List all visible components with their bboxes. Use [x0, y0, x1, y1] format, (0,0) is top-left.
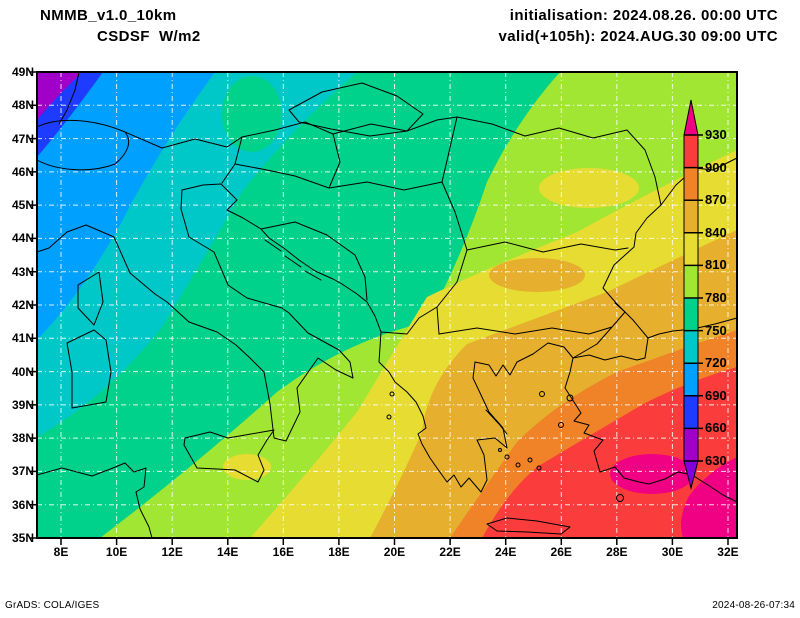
coastline-crete — [486, 517, 571, 535]
lon-tick-label: 24E — [494, 545, 517, 559]
colorbar-tick-label: 840 — [705, 224, 727, 240]
lon-tick-label: 30E — [661, 545, 684, 559]
grid-lines — [37, 72, 737, 538]
aegean-islands — [386, 391, 624, 502]
lat-tick-label: 35N — [11, 531, 34, 545]
colorbar-seg — [684, 428, 698, 461]
lat-ticks — [30, 71, 37, 539]
border-hungary-south — [234, 133, 443, 191]
band-900-930 — [482, 367, 737, 538]
patch-tan-danube — [489, 258, 585, 292]
lon-ticks — [60, 538, 729, 545]
colorbar-seg — [684, 330, 698, 364]
coastline-corsica — [77, 271, 104, 326]
init-time: initialisation: 2024.08.26. 00:00 UTC — [509, 7, 778, 24]
colorbar-seg — [684, 363, 698, 396]
variable-title: CSDSF W/m2 — [97, 28, 201, 45]
lon-tick-label: 28E — [606, 545, 628, 559]
lon-tick-label: 32E — [717, 545, 739, 559]
patch-emerald-north — [222, 76, 282, 152]
coastline-sicily — [183, 429, 275, 483]
lat-tick-label: 49N — [11, 65, 34, 79]
border-france-germany — [58, 71, 80, 125]
lat-tick-label: 47N — [11, 131, 34, 146]
border-austria-hungary — [241, 116, 458, 138]
lon-tick-label: 20E — [383, 545, 406, 559]
border-serbia-bulgaria — [441, 181, 629, 253]
colorbar-tick-label: 870 — [705, 192, 727, 208]
border-romania — [441, 116, 662, 206]
colorbar-tick-label: 930 — [705, 127, 727, 142]
colorbar-tick-label: 690 — [705, 387, 727, 403]
lat-tick-label: 42N — [11, 298, 34, 312]
lat-tick-label: 45N — [11, 198, 34, 213]
colorbar-seg — [684, 395, 698, 429]
model-title: NMMB_v1.0_10km — [40, 7, 177, 24]
band-above-930-blob — [610, 454, 694, 494]
lat-tick-label: 38N — [11, 431, 34, 446]
lon-tick-label: 12E — [161, 545, 183, 559]
colorbar-ticks — [684, 134, 703, 462]
country-borders — [36, 71, 662, 359]
border-czech — [288, 82, 424, 137]
valid-time: valid(+105h): 2024.AUG.30 09:00 UTC — [498, 28, 778, 45]
lat-tick-label: 41N — [11, 331, 34, 346]
coastline-north-africa — [36, 462, 153, 539]
lon-tick-label: 26E — [550, 545, 572, 559]
colorbar-tick-label: 780 — [705, 290, 727, 305]
lon-tick-label: 14E — [217, 545, 239, 559]
coastline-italy — [36, 183, 354, 442]
coastline-sardinia — [66, 329, 112, 409]
colorbar-seg — [684, 298, 698, 331]
map-frame — [36, 71, 738, 539]
lat-tick-label: 43N — [11, 264, 34, 279]
lat-tick-label: 39N — [11, 397, 34, 412]
colorbar-seg — [684, 232, 698, 266]
coastline-balkan-greece — [220, 183, 574, 493]
lon-tick-label: 16E — [272, 545, 295, 559]
patch-yellow-romania — [539, 168, 639, 208]
border-greece-north — [380, 249, 626, 359]
colorbar-seg — [684, 135, 698, 168]
colorbar-arrow-bottom — [684, 461, 698, 488]
lat-tick-label: 36N — [11, 497, 34, 512]
colorbar-seg — [684, 265, 698, 298]
colorbar-tick-label: 810 — [705, 257, 727, 273]
border-switzerland — [36, 119, 130, 171]
coastline-adriatic-islands — [264, 239, 508, 435]
colorbar-tick-label: 900 — [705, 159, 727, 175]
lon-tick-label: 18E — [328, 545, 350, 559]
creation-timestamp: 2024-08-26-07:34 — [712, 600, 795, 611]
colorbar-tick-label: 750 — [705, 322, 727, 338]
colorbar — [683, 99, 703, 490]
lat-tick-label: 40N — [11, 364, 34, 379]
colorbar-seg — [684, 167, 698, 201]
colorbar-tick-label: 720 — [705, 355, 727, 371]
lat-tick-label: 46N — [11, 164, 34, 179]
patch-yellow-sicily — [223, 454, 271, 480]
colorbar-tick-label: 630 — [705, 453, 727, 468]
lat-tick-label: 37N — [11, 464, 34, 479]
colorbar-arrow-top — [684, 100, 698, 135]
lon-tick-label: 8E — [53, 545, 69, 559]
lat-tick-label: 44N — [11, 231, 34, 246]
map-area — [30, 71, 738, 545]
lat-tick-label: 48N — [11, 98, 34, 113]
border-bosnia — [260, 221, 368, 301]
colorbar-seg — [684, 200, 698, 233]
lon-tick-label: 22E — [439, 545, 461, 559]
grads-credit: GrADS: COLA/IGES — [5, 600, 100, 611]
band-above-930-corner — [681, 457, 737, 538]
colorbar-tick-label: 660 — [705, 420, 727, 436]
lon-tick-label: 10E — [105, 545, 128, 559]
